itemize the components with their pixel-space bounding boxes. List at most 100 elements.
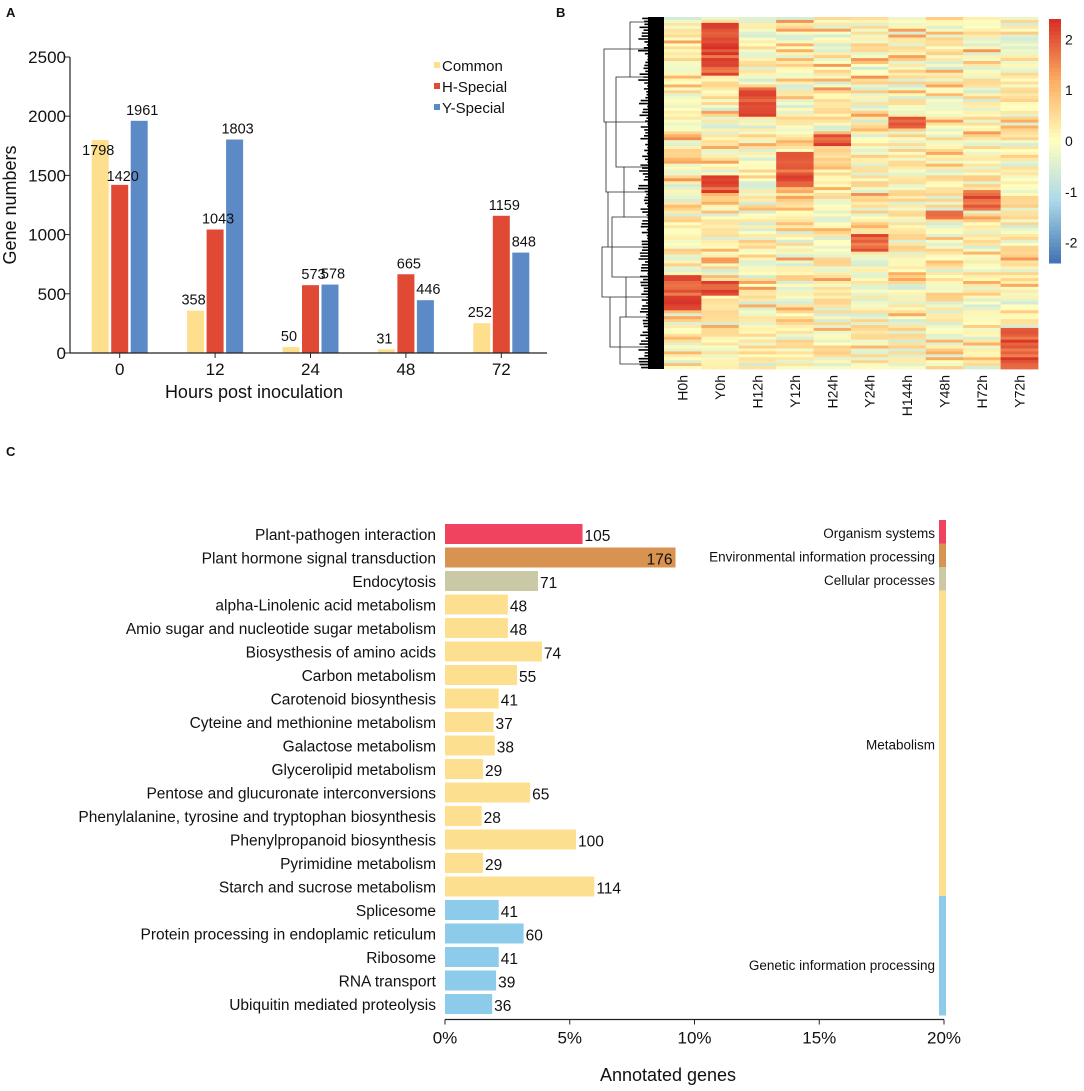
heatmap-cell xyxy=(664,283,702,288)
heatmap-cell xyxy=(813,55,852,59)
heatmap-cell xyxy=(701,107,740,112)
heatmap-cell xyxy=(851,149,889,153)
heatmap-cell xyxy=(738,84,777,88)
heatmap-cell xyxy=(664,207,702,211)
heatmap-cell xyxy=(701,190,740,194)
heatmap-cell xyxy=(963,242,1001,247)
data-label: 252 xyxy=(468,305,492,321)
heatmap-cell xyxy=(851,128,889,132)
heatmap-cell xyxy=(851,213,889,217)
heatmap-cell xyxy=(888,257,927,261)
heatmap-cell xyxy=(851,93,889,97)
x-tick-label: 12 xyxy=(206,360,225,379)
heatmap-cell xyxy=(776,61,814,65)
heatmap-cell xyxy=(851,336,889,341)
heatmap-cell xyxy=(813,81,852,85)
group-strip xyxy=(939,896,946,1016)
heatmap-cell xyxy=(813,63,852,68)
heatmap-cell xyxy=(888,19,927,24)
heatmap-cell xyxy=(925,272,964,276)
heatmap-cell xyxy=(738,319,777,323)
heatmap-cell xyxy=(1000,28,1039,33)
heatmap-cell xyxy=(888,310,927,314)
heatmap-cell xyxy=(701,301,740,305)
heatmap-cell xyxy=(701,43,740,47)
heatmap-cell xyxy=(963,313,1001,317)
bar-common xyxy=(473,323,491,353)
heatmap-cell xyxy=(925,357,964,361)
heatmap-cell xyxy=(776,363,814,367)
heatmap-cell xyxy=(851,351,889,355)
heatmap-cell xyxy=(701,366,740,370)
colorbar-segment xyxy=(1049,31,1061,36)
heatmap-cell xyxy=(776,160,814,165)
colorbar-segment xyxy=(1049,222,1061,227)
heatmap-cell xyxy=(888,304,927,308)
heatmap-cell xyxy=(664,128,702,132)
heatmap-cell xyxy=(738,157,777,162)
heatmap-cell xyxy=(738,330,777,335)
heatmap-cell xyxy=(776,63,814,68)
heatmap-cell xyxy=(888,234,927,238)
heatmap-cell xyxy=(813,22,852,27)
bar xyxy=(445,688,499,709)
heatmap-cell xyxy=(963,175,1001,179)
heatmap-cell xyxy=(813,210,852,214)
heatmap-cell xyxy=(963,166,1001,170)
heatmap-cell xyxy=(851,248,889,253)
heatmap-cell xyxy=(888,269,927,273)
heatmap-cell xyxy=(888,122,927,126)
heatmap-cell xyxy=(963,140,1001,144)
heatmap-cell xyxy=(925,146,964,150)
heatmap-cell xyxy=(963,201,1001,206)
heatmap-cell xyxy=(701,102,740,106)
heatmap-cell xyxy=(813,75,852,79)
heatmap-cell xyxy=(888,204,927,209)
x-tick-label: 10% xyxy=(677,1029,711,1048)
heatmap-cell xyxy=(776,325,814,329)
colorbar-segment xyxy=(1049,193,1061,199)
heatmap-cell xyxy=(888,316,927,320)
heatmap-cell xyxy=(813,178,852,182)
heatmap-cell xyxy=(1000,204,1039,209)
heatmap-cell xyxy=(963,81,1001,85)
heatmap-cell xyxy=(1000,216,1039,220)
group-label: Genetic information processing xyxy=(749,958,935,973)
heatmap-cell xyxy=(664,66,702,71)
heatmap-cell xyxy=(738,175,777,179)
heatmap-cell xyxy=(701,245,740,250)
heatmap-cell xyxy=(776,43,814,47)
x-tick-label: 0 xyxy=(115,360,124,379)
heatmap-cell xyxy=(888,330,927,335)
heatmap-cell xyxy=(888,195,927,200)
heatmap-cell xyxy=(701,37,740,41)
heatmap-cell xyxy=(851,105,889,109)
heatmap-cell xyxy=(1000,219,1039,223)
legend-label: Y-Special xyxy=(442,100,505,117)
heatmap-cell xyxy=(925,195,964,200)
y-tick-label: 1500 xyxy=(28,166,66,185)
heatmap-cell xyxy=(925,228,964,232)
bar xyxy=(445,712,494,732)
heatmap-cell xyxy=(851,295,889,299)
heatmap-cell xyxy=(776,34,814,38)
heatmap-cell xyxy=(776,69,814,74)
legend-swatch xyxy=(434,62,440,68)
heatmap-cell xyxy=(925,25,964,30)
heatmap-cell xyxy=(738,234,777,238)
heatmap-cell xyxy=(925,116,964,121)
heatmap-cell xyxy=(776,105,814,109)
heatmap-cell xyxy=(888,52,927,56)
heatmap-cell xyxy=(963,190,1001,194)
bar xyxy=(445,853,483,873)
heatmap-cell xyxy=(1000,90,1039,94)
heatmap-cell xyxy=(813,272,852,276)
heatmap-cell xyxy=(888,207,927,211)
heatmap-cell xyxy=(963,187,1001,191)
heatmap-cell xyxy=(1000,119,1039,123)
heatmap-cell xyxy=(664,225,702,229)
heatmap-cell xyxy=(776,102,814,106)
heatmap-cell xyxy=(776,90,814,94)
heatmap-cell xyxy=(888,99,927,103)
